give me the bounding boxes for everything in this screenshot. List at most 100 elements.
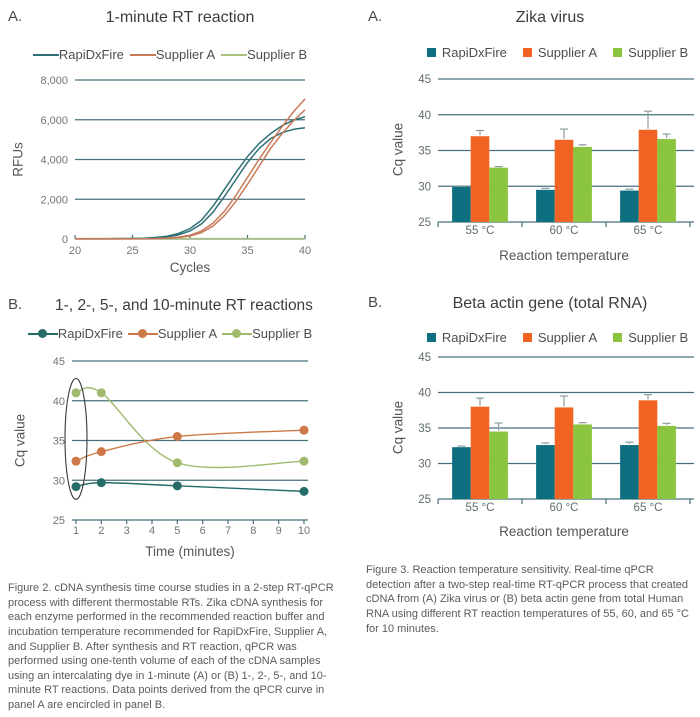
legend-item-supplier-b: Supplier B: [221, 47, 307, 62]
svg-text:7: 7: [225, 525, 231, 537]
legend-item-rapidxfire: RapiDxFire: [426, 330, 507, 345]
encircle-annotation: [64, 377, 88, 500]
legend-label: Supplier B: [628, 45, 689, 60]
svg-text:4: 4: [149, 525, 155, 537]
rt_curve-series-RapiDxFire: [74, 116, 306, 240]
legend-item-supplier-a: Supplier A: [522, 330, 598, 345]
beta-actin-x-axis-label: Reaction temperature: [499, 524, 629, 539]
square-swatch-icon: [522, 333, 532, 342]
svg-text:45: 45: [418, 352, 431, 364]
dot-icon: [37, 328, 47, 338]
square-swatch-icon: [426, 333, 436, 342]
beta-actin-chart: 55 °C 60 °C 65 °C 25 30 35 40 45: [418, 352, 694, 514]
svg-text:40: 40: [299, 245, 311, 257]
zika-x-axis-label: Reaction temperature: [499, 248, 629, 263]
beta-actin-y-axis-label: Cq value: [390, 400, 406, 455]
legend-label: Supplier A: [537, 330, 598, 345]
legend-label: RapiDxFire: [441, 330, 507, 345]
svg-text:40: 40: [53, 396, 65, 408]
timecourse-series-RapiDxFire: [71, 478, 309, 496]
rt-curve-y-axis-label: RFUs: [10, 142, 26, 177]
legend-label: Supplier B: [252, 326, 313, 341]
timecourse-series-Supplier A: [71, 425, 309, 466]
svg-text:8,000: 8,000: [40, 75, 68, 87]
legend-label: Supplier B: [628, 330, 689, 345]
svg-text:0: 0: [62, 234, 68, 246]
svg-text:45: 45: [418, 74, 431, 86]
svg-text:35: 35: [418, 423, 431, 435]
svg-text:35: 35: [418, 146, 431, 158]
svg-text:30: 30: [418, 459, 431, 471]
svg-text:55 °C: 55 °C: [466, 502, 495, 514]
zika-virus-chart: 55 °C 60 °C 65 °C 25 30 35 40 45: [418, 74, 694, 237]
svg-text:65 °C: 65 °C: [634, 225, 663, 237]
rt-curve-x-axis-label: Cycles: [169, 260, 211, 275]
rt-reaction-chart: 20 25 30 35 40 0 2,000 4,000 6,000 8,000: [40, 75, 311, 257]
line-swatch-icon: [129, 53, 156, 56]
square-swatch-icon: [613, 333, 623, 342]
svg-text:2,000: 2,000: [40, 194, 68, 206]
square-swatch-icon: [522, 48, 532, 57]
beta-actin-legend: RapiDxFire Supplier A Supplier B: [415, 330, 700, 345]
svg-text:8: 8: [250, 525, 256, 537]
legend-label: Supplier A: [155, 47, 216, 62]
beta-actin-title: Beta actin gene (total RNA): [452, 295, 648, 312]
legend-item-supplier-b: Supplier B: [613, 330, 688, 345]
legend-item-supplier-b: Supplier B: [222, 326, 312, 341]
legend-label: RapiDxFire: [57, 326, 123, 341]
square-swatch-icon: [426, 48, 436, 57]
svg-text:3: 3: [124, 525, 130, 537]
svg-text:35: 35: [53, 436, 65, 448]
timecourse-legend: RapiDxFire Supplier A Supplier B: [20, 326, 320, 341]
rt_curve-series-Supplier A: [74, 98, 306, 240]
figure3-caption: Figure 3. Reaction temperature sensitivi…: [366, 564, 689, 635]
line-swatch-icon: [221, 53, 248, 56]
svg-text:25: 25: [126, 245, 138, 257]
legend-label: Supplier A: [157, 326, 218, 341]
dot-icon: [137, 328, 147, 338]
legend-label: Supplier B: [247, 47, 308, 62]
line-swatch-icon: [32, 53, 59, 56]
panel-label-zika: A.: [368, 8, 383, 25]
svg-text:25: 25: [418, 217, 431, 229]
svg-text:40: 40: [418, 388, 431, 400]
rt-curve-title: 1-minute RT reaction: [105, 9, 255, 26]
svg-text:9: 9: [276, 525, 282, 537]
dot-icon: [232, 328, 242, 338]
zika-legend: RapiDxFire Supplier A Supplier B: [415, 45, 700, 60]
legend-item-rapidxfire: RapiDxFire: [426, 45, 507, 60]
legend-item-supplier-a: Supplier A: [129, 47, 216, 62]
timecourse-y-axis-label: Cq value: [12, 413, 28, 468]
legend-item-supplier-a: Supplier A: [522, 45, 597, 60]
panel-label-timecourse: B.: [8, 296, 23, 313]
square-swatch-icon: [613, 48, 623, 57]
dot-line-swatch-icon: [222, 328, 253, 338]
dot-line-swatch-icon: [27, 328, 58, 338]
timecourse-title: 1-, 2-, 5-, and 10-minute RT reactions: [55, 297, 313, 314]
legend-item-supplier-a: Supplier A: [127, 326, 218, 341]
legend-item-rapidxfire: RapiDxFire: [27, 326, 123, 341]
svg-text:6: 6: [200, 525, 206, 537]
beta_actin-bars: [452, 394, 676, 499]
zika-bars: [452, 110, 676, 222]
svg-text:5: 5: [174, 525, 180, 537]
rt-curve-legend: RapiDxFire Supplier A Supplier B: [20, 47, 320, 62]
figure2-caption: Figure 2. cDNA synthesis time course stu…: [8, 582, 334, 711]
svg-text:40: 40: [418, 110, 431, 122]
svg-text:30: 30: [184, 245, 196, 257]
svg-text:20: 20: [69, 245, 81, 257]
svg-text:60 °C: 60 °C: [550, 502, 579, 514]
svg-text:4,000: 4,000: [40, 155, 68, 167]
svg-text:25: 25: [53, 515, 65, 527]
svg-text:6,000: 6,000: [40, 115, 68, 127]
legend-label: RapiDxFire: [58, 47, 124, 62]
timecourse-gridlines: [72, 360, 308, 481]
svg-text:55 °C: 55 °C: [466, 225, 495, 237]
dot-line-swatch-icon: [127, 328, 158, 338]
svg-text:45: 45: [53, 356, 65, 368]
svg-text:25: 25: [418, 494, 431, 506]
panel-label-rt-curve: A.: [8, 8, 23, 25]
svg-text:2: 2: [98, 525, 104, 537]
